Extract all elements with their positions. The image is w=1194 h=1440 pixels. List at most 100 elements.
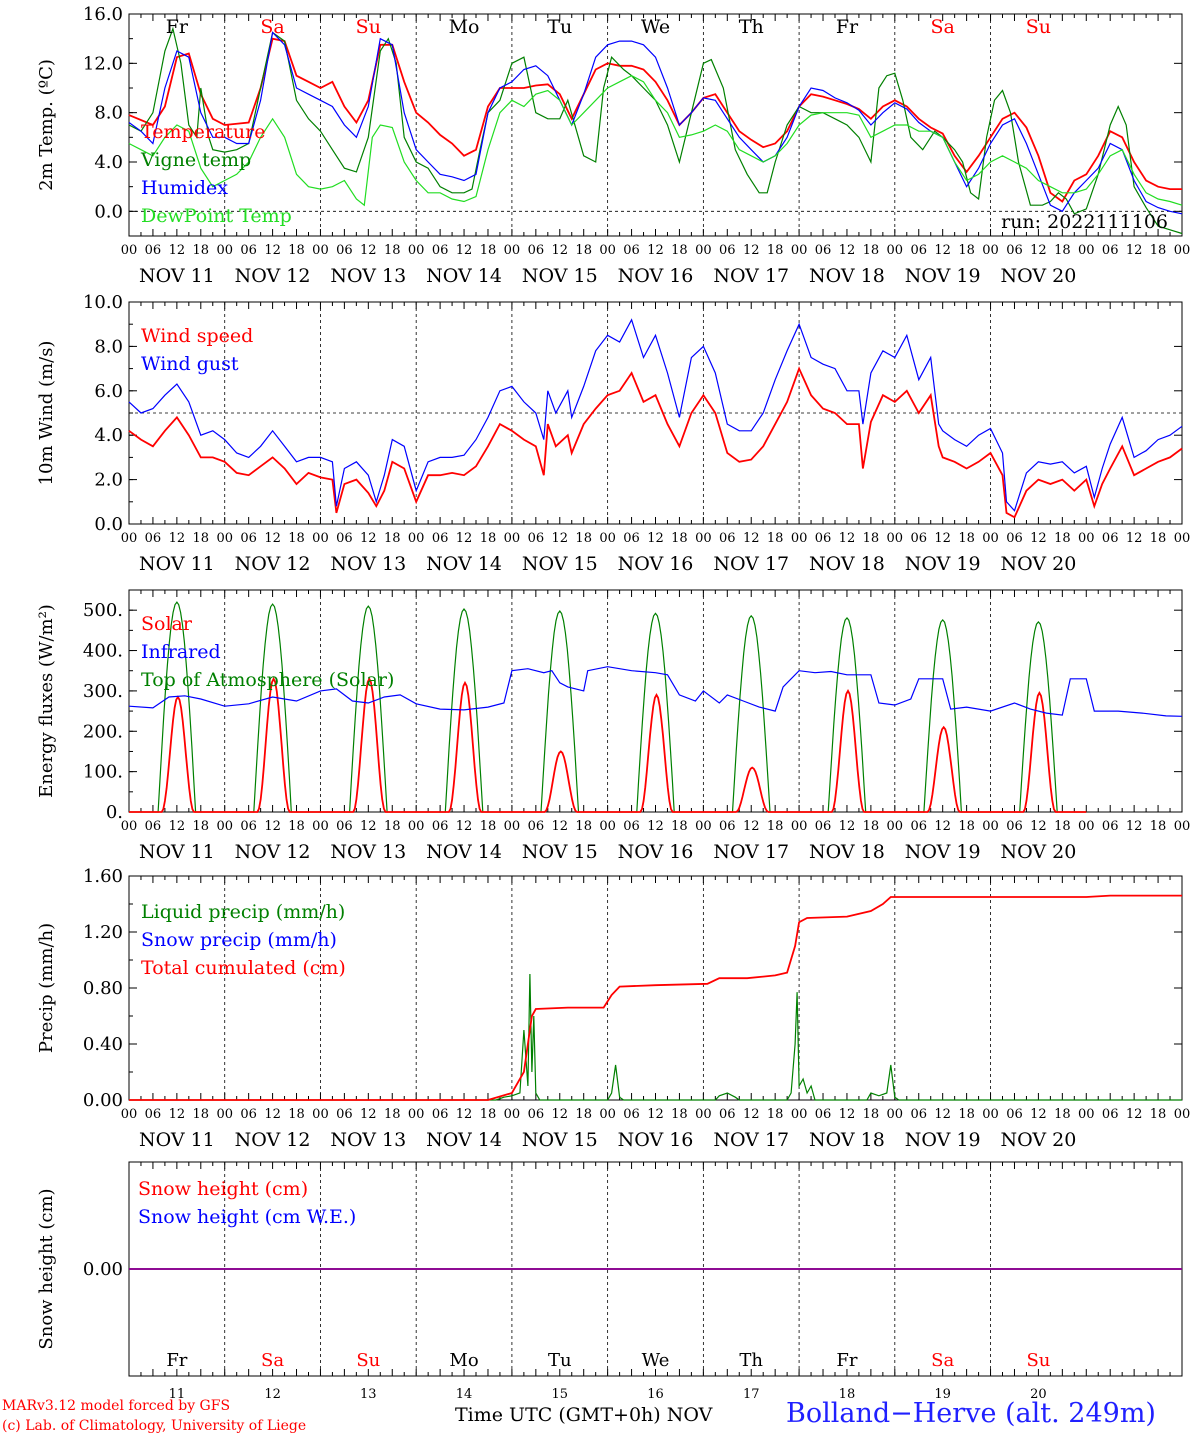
run-id: run: 2022111106 bbox=[1001, 211, 1168, 233]
day-name: Sa bbox=[260, 16, 284, 38]
hour-tick-label: 12 bbox=[456, 243, 473, 258]
hour-tick-label: 06 bbox=[432, 1107, 449, 1122]
x-axis-label-text: Time UTC (GMT+0h) bbox=[455, 1404, 661, 1426]
hour-tick-label: 00 bbox=[695, 1107, 712, 1122]
y-tick-label: 10.0 bbox=[83, 292, 123, 313]
hour-tick-label: 18 bbox=[767, 531, 784, 546]
legend-entry: Top of Atmosphere (Solar) bbox=[141, 669, 394, 691]
date-label: NOV 17 bbox=[713, 841, 789, 863]
hour-tick-label: 00 bbox=[504, 819, 521, 834]
hour-tick-label: 18 bbox=[384, 531, 401, 546]
day-number: 11 bbox=[169, 1387, 186, 1402]
hour-tick-label: 00 bbox=[312, 243, 329, 258]
hour-tick-label: 12 bbox=[169, 243, 186, 258]
y-tick-label: 300. bbox=[83, 681, 123, 702]
hour-tick-label: 18 bbox=[1054, 1107, 1071, 1122]
hour-tick-label: 00 bbox=[695, 531, 712, 546]
hour-tick-label: 12 bbox=[1030, 819, 1047, 834]
date-label: NOV 16 bbox=[618, 265, 694, 287]
hour-tick-label: 18 bbox=[1054, 819, 1071, 834]
hour-tick-label: 06 bbox=[528, 243, 545, 258]
hour-tick-label: 06 bbox=[1102, 531, 1119, 546]
hour-tick-label: 06 bbox=[1006, 531, 1023, 546]
y-tick-label: 6.0 bbox=[94, 381, 123, 402]
legend-entry: DewPoint Temp bbox=[141, 205, 292, 227]
hour-tick-label: 12 bbox=[1126, 1107, 1143, 1122]
hour-tick-label: 06 bbox=[623, 531, 640, 546]
hour-tick-label: 12 bbox=[839, 531, 856, 546]
date-label: NOV 14 bbox=[426, 841, 502, 863]
day-name-bottom: Sa bbox=[261, 1350, 284, 1371]
y-tick-label: 0.0 bbox=[94, 514, 123, 535]
hour-tick-label: 18 bbox=[671, 1107, 688, 1122]
x-axis-label: Time UTC (GMT+0h) NOV bbox=[455, 1404, 712, 1426]
hour-tick-label: 06 bbox=[240, 1107, 257, 1122]
hour-tick-label: 18 bbox=[480, 819, 497, 834]
y-axis-label: 10m Wind (m/s) bbox=[36, 341, 57, 486]
date-label: NOV 18 bbox=[809, 841, 885, 863]
series-line-total-cumulated-cm- bbox=[129, 894, 1182, 1101]
y-axis-label: Precip (mm/h) bbox=[36, 923, 57, 1053]
hour-tick-label: 00 bbox=[312, 819, 329, 834]
hour-tick-label: 06 bbox=[240, 819, 257, 834]
hour-tick-label: 06 bbox=[719, 819, 736, 834]
y-tick-label: 0.00 bbox=[83, 1090, 123, 1111]
legend-entry: Total cumulated (cm) bbox=[141, 957, 346, 979]
hour-tick-label: 00 bbox=[504, 1107, 521, 1122]
date-label: NOV 16 bbox=[618, 1129, 694, 1151]
day-name: Su bbox=[356, 16, 381, 38]
hour-tick-label: 06 bbox=[1102, 243, 1119, 258]
y-tick-label: 4.0 bbox=[94, 425, 123, 446]
hour-tick-label: 12 bbox=[647, 243, 664, 258]
day-name: Tu bbox=[547, 16, 572, 38]
series-line-vigne-temp bbox=[128, 26, 1183, 235]
hour-tick-label: 00 bbox=[695, 819, 712, 834]
date-label: NOV 19 bbox=[905, 265, 981, 287]
series-line-temperature bbox=[128, 37, 1182, 203]
hour-tick-label: 00 bbox=[599, 531, 616, 546]
hour-tick-label: 00 bbox=[216, 243, 233, 258]
hour-tick-label: 06 bbox=[815, 1107, 832, 1122]
hour-tick-label: 18 bbox=[863, 819, 880, 834]
y-tick-label: 16.0 bbox=[83, 4, 123, 25]
date-label: NOV 19 bbox=[905, 1129, 981, 1151]
hour-tick-label: 18 bbox=[193, 819, 210, 834]
hour-tick-label: 06 bbox=[1006, 243, 1023, 258]
hour-tick-label: 18 bbox=[1054, 531, 1071, 546]
hour-tick-label: 06 bbox=[240, 243, 257, 258]
hour-tick-label: 18 bbox=[193, 243, 210, 258]
hour-tick-label: 18 bbox=[767, 243, 784, 258]
legend-entry: Snow height (cm W.E.) bbox=[138, 1206, 356, 1228]
legend-entry: Wind gust bbox=[141, 353, 239, 375]
hour-tick-label: 12 bbox=[551, 531, 568, 546]
date-label: NOV 11 bbox=[139, 1129, 215, 1151]
hour-tick-label: 18 bbox=[575, 1107, 592, 1122]
hour-tick-label: 12 bbox=[934, 531, 951, 546]
date-label: NOV 12 bbox=[235, 265, 311, 287]
hour-tick-label: 00 bbox=[599, 1107, 616, 1122]
hour-tick-label: 12 bbox=[1126, 531, 1143, 546]
panel-frame-3 bbox=[128, 589, 1183, 813]
hour-tick-label: 12 bbox=[264, 531, 281, 546]
hour-tick-label: 18 bbox=[575, 243, 592, 258]
hour-tick-label: 18 bbox=[480, 531, 497, 546]
date-label: NOV 17 bbox=[713, 265, 789, 287]
hour-tick-label: 12 bbox=[839, 819, 856, 834]
hour-tick-label: 06 bbox=[145, 531, 162, 546]
date-label: NOV 17 bbox=[713, 1129, 789, 1151]
date-label: NOV 19 bbox=[905, 553, 981, 575]
y-axis-label: 2m Temp. (ºC) bbox=[36, 59, 57, 191]
date-label: NOV 16 bbox=[618, 553, 694, 575]
day-name-bottom: Fr bbox=[166, 1350, 187, 1371]
hour-tick-label: 12 bbox=[360, 1107, 377, 1122]
date-label: NOV 14 bbox=[426, 553, 502, 575]
date-label: NOV 18 bbox=[809, 553, 885, 575]
day-name: We bbox=[641, 16, 670, 38]
hour-tick-label: 12 bbox=[1030, 1107, 1047, 1122]
y-tick-label: 1.20 bbox=[83, 922, 123, 943]
hour-tick-label: 06 bbox=[432, 819, 449, 834]
day-number: 20 bbox=[1030, 1387, 1047, 1402]
hour-tick-label: 06 bbox=[815, 243, 832, 258]
hour-tick-label: 00 bbox=[982, 531, 999, 546]
hour-tick-label: 12 bbox=[551, 1107, 568, 1122]
